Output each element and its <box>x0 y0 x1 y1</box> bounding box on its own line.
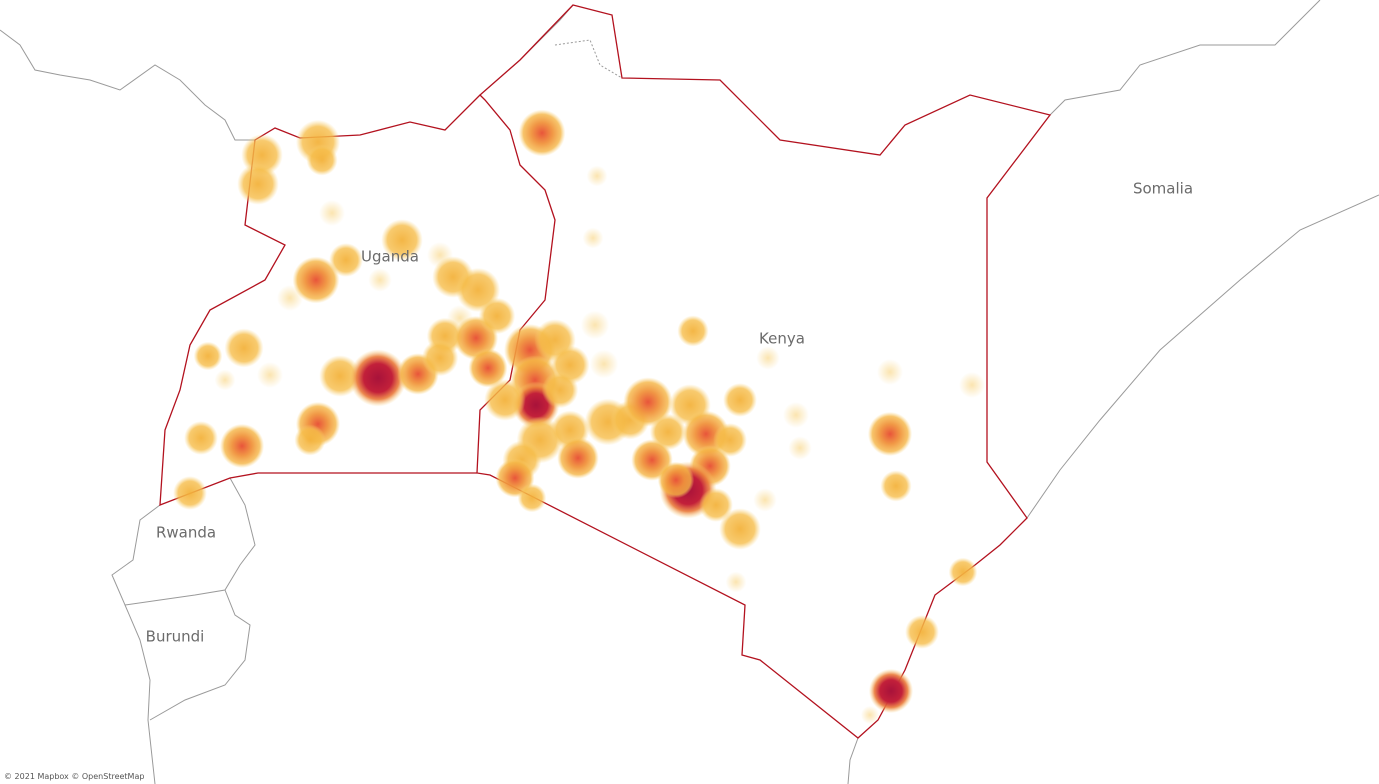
heat-blob <box>447 305 473 331</box>
heat-blob <box>753 488 777 512</box>
heat-blob <box>719 508 761 550</box>
heat-blob <box>468 348 508 388</box>
heat-blob <box>517 483 547 513</box>
heat-blob <box>427 242 453 268</box>
country-label: Somalia <box>1133 180 1193 198</box>
heat-blob <box>277 285 303 311</box>
heat-blob <box>319 200 345 226</box>
heat-blob <box>623 377 673 427</box>
heat-blob <box>214 369 236 391</box>
heat-blob <box>219 423 265 469</box>
heat-blob <box>582 227 604 249</box>
country-label: Rwanda <box>156 524 216 542</box>
heat-blob <box>860 705 880 725</box>
heat-blob <box>349 349 407 407</box>
heatmap <box>173 109 985 725</box>
heat-blob <box>959 372 985 398</box>
heat-blob <box>484 379 526 421</box>
heat-blob <box>319 355 361 397</box>
heat-blob <box>580 310 610 340</box>
heat-blob <box>948 557 978 587</box>
heat-blob <box>237 163 279 205</box>
heat-blob <box>756 346 780 370</box>
heat-blob <box>257 362 283 388</box>
heat-blob <box>292 256 340 304</box>
heat-blob <box>306 144 338 176</box>
heat-blob <box>586 165 608 187</box>
heat-blob <box>368 268 392 292</box>
heat-blob <box>905 615 939 649</box>
heat-blob <box>877 359 903 385</box>
heat-blob <box>589 349 619 379</box>
attribution: © 2021 Mapbox © OpenStreetMap <box>4 772 144 781</box>
heat-blob <box>224 328 264 368</box>
heat-blob <box>329 243 363 277</box>
heat-blob <box>184 421 218 455</box>
country-borders <box>159 4 1052 739</box>
heat-blob <box>294 424 326 456</box>
heat-blob <box>173 476 207 510</box>
country-label: Uganda <box>361 248 419 266</box>
heat-blob <box>381 219 423 261</box>
heat-blob <box>478 297 516 335</box>
heat-blob <box>880 470 912 502</box>
heat-blob <box>699 488 733 522</box>
heat-blob <box>867 411 913 457</box>
heat-blob <box>788 436 812 460</box>
heat-blob <box>657 461 695 499</box>
country-label: Burundi <box>146 628 205 646</box>
heat-blob <box>193 341 223 371</box>
heat-blob <box>518 109 566 157</box>
heat-blob <box>783 402 809 428</box>
heat-blob <box>723 383 757 417</box>
heat-blob <box>557 437 599 479</box>
heat-blob <box>677 315 709 347</box>
heat-blob <box>421 339 459 377</box>
heat-blob <box>868 668 914 714</box>
heat-blob <box>725 571 747 593</box>
heat-blob <box>541 371 579 409</box>
country-label: Kenya <box>759 330 805 348</box>
heat-blob <box>713 423 747 457</box>
